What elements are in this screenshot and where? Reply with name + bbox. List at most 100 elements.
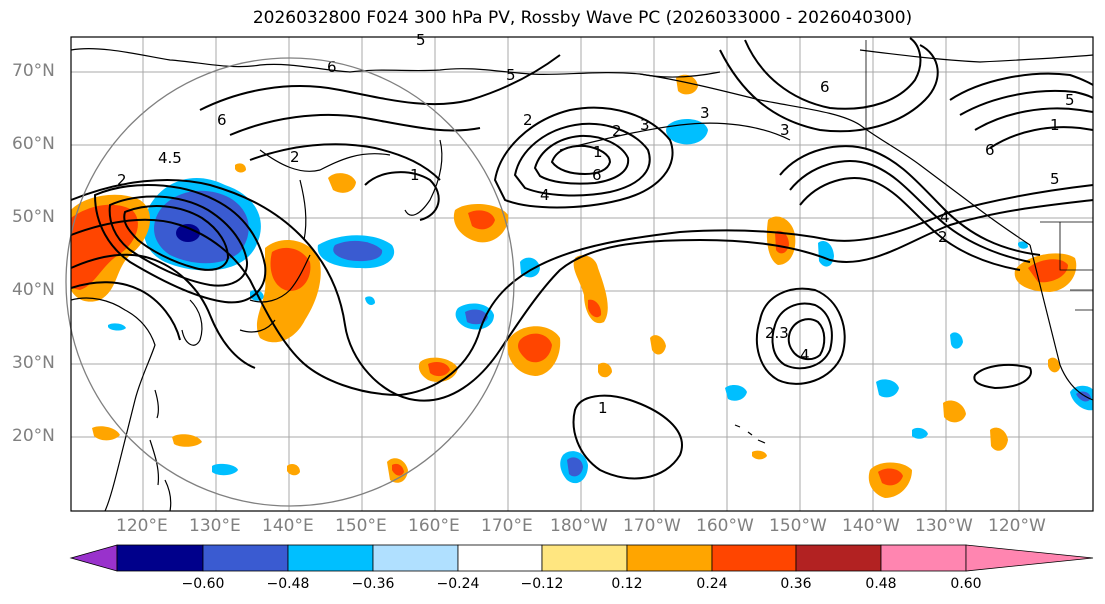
anomaly-pos-subtropics-b-core <box>878 468 903 486</box>
lon-label: 170°E <box>481 516 533 536</box>
colorbar-tick-label: 0.36 <box>780 576 812 592</box>
contour-label: 3 <box>640 116 650 134</box>
colorbar-tick-label: −0.36 <box>351 576 395 592</box>
lon-label: 150°W <box>769 516 827 536</box>
colorbar-tick-label: 0.60 <box>950 576 982 592</box>
contour-2 <box>70 184 1094 397</box>
contour-label: 2 <box>290 148 300 166</box>
anomaly-neg-baja-core <box>1076 391 1091 402</box>
colorbar-swatch <box>880 544 967 572</box>
contour-lobe-korea-2 <box>108 195 249 287</box>
coast-okhotsk <box>259 149 391 172</box>
contour-label: 6 <box>985 141 995 159</box>
lon-label: 180°W <box>550 516 608 536</box>
contour-label: 6 <box>820 78 830 96</box>
colorbar-tick-label: 0.12 <box>611 576 643 592</box>
colorbar-tick-label: −0.24 <box>436 576 480 592</box>
border-us-states-1 <box>1059 222 1093 271</box>
contour-canada-ridge-2 <box>959 89 1094 116</box>
colorbar-tick-label: 0.24 <box>696 576 728 592</box>
anomaly-neg-hawaii-west <box>725 384 747 401</box>
colorbar-swatch <box>541 544 628 572</box>
contour-label: 1 <box>598 399 608 417</box>
anomaly-neg-central-pacific <box>818 240 834 267</box>
anomaly-neg-small-3 <box>912 427 928 439</box>
contour-label: 2 <box>938 228 948 246</box>
contour-label: 4.5 <box>158 149 182 167</box>
anomaly-neg-kuril-mid <box>333 240 383 262</box>
coast-sakhalin <box>299 179 307 241</box>
lon-label: 140°E <box>262 516 314 536</box>
rossby-pc-circle <box>65 57 515 507</box>
colorbar-swatch <box>711 544 797 572</box>
contour-label: 3 <box>700 104 710 122</box>
colorbar-swatch <box>795 544 882 572</box>
lon-label: 170°W <box>623 516 681 536</box>
contour-label: 3 <box>780 121 790 139</box>
anomaly-neg-japan-sea-core <box>176 224 200 242</box>
colorbar-tick-label: −0.12 <box>520 576 564 592</box>
border-us-states-2 <box>1070 289 1093 311</box>
contour-label: 6 <box>327 58 337 76</box>
colorbar-tick-label: −0.48 <box>266 576 310 592</box>
anomaly-neg-small-6 <box>365 296 375 306</box>
contour-bering-low-inner <box>533 134 630 185</box>
anomaly-neg-japan-sea-mid <box>154 190 249 264</box>
contour-siberia-3 <box>249 143 441 181</box>
anomaly-neg-small-7 <box>108 323 126 331</box>
coast-north-america-west <box>1029 244 1094 401</box>
colorbar-swatch <box>287 544 374 572</box>
contour-label: 4 <box>940 208 950 226</box>
lat-label: 20°N <box>12 426 55 446</box>
anomaly-pos-subtropics-c-core <box>392 463 404 476</box>
contour-label: 4 <box>800 346 810 364</box>
lat-label: 40°N <box>12 280 55 300</box>
contour-siberia-1 <box>199 54 561 111</box>
contour-kuril-ridge <box>364 171 440 221</box>
lat-label: 50°N <box>12 207 55 227</box>
coast-korea-china <box>70 297 156 512</box>
contour-pacific-cutoff-mid <box>771 302 833 370</box>
lat-label: 70°N <box>12 61 55 81</box>
contour-label: 2 <box>523 111 533 129</box>
colorbar-tick-label: 0.48 <box>865 576 897 592</box>
anomaly-pos-south-kuril-core <box>588 299 602 318</box>
chart-title: 2026032800 F024 300 hPa PV, Rossby Wave … <box>252 8 913 28</box>
contour-alaska-high-2 <box>744 37 922 110</box>
contour-gulf-trough-1 <box>779 145 1041 256</box>
lon-label: 150°E <box>335 516 387 536</box>
contour-bering-low-mid <box>513 122 651 197</box>
anomaly-pos-small-6 <box>92 426 120 441</box>
colorbar-swatch <box>202 544 289 572</box>
coast-canada-north <box>859 49 1094 63</box>
contour-label: 2 <box>117 171 127 189</box>
contour-gulf-trough-2 <box>789 160 1031 263</box>
anomaly-pos-small-2 <box>598 362 612 378</box>
lon-label: 160°W <box>696 516 754 536</box>
anomaly-pos-okhotsk <box>328 173 356 193</box>
colorbar-tick-label: −0.60 <box>181 576 225 592</box>
contour-label: 5 <box>416 31 426 49</box>
coast-aleutians <box>559 122 791 151</box>
pv-contours <box>70 37 1094 480</box>
contour-label: 1 <box>593 143 603 161</box>
coast-philippines <box>149 439 172 512</box>
lon-label: 130°W <box>915 516 973 536</box>
contour-lobe-korea-1 <box>93 184 267 304</box>
contour-canada-ridge-3 <box>974 107 1094 131</box>
colorbar-extend-high <box>965 544 1094 572</box>
anomaly-pos-small-4 <box>990 427 1008 451</box>
contour-label: 5 <box>1065 91 1075 109</box>
contour-label: 5 <box>1050 170 1060 188</box>
colorbar-swatch <box>116 544 204 572</box>
contour-4 <box>70 281 181 341</box>
borders <box>865 40 1093 311</box>
anomaly-neg-midpacific-a-core <box>465 309 488 325</box>
lon-label: 120°E <box>116 516 168 536</box>
contour-bering-low-outer <box>493 106 674 209</box>
contour-label: 1 <box>410 166 420 184</box>
contour-label: 1 <box>1050 116 1060 134</box>
coast-asia-north <box>70 48 721 78</box>
contour-label: 2.3 <box>765 324 789 342</box>
anomaly-neg-small-5 <box>1018 241 1028 249</box>
